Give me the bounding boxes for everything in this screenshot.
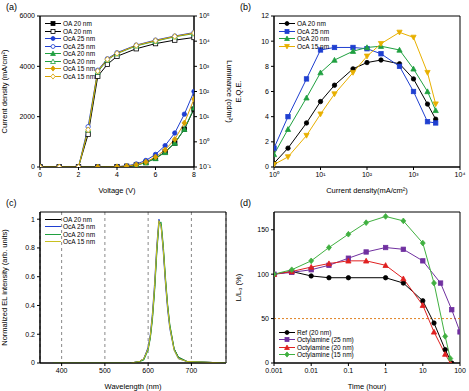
svg-text:0.4: 0.4 [25,301,35,308]
svg-text:Luminance (cd/m²): Luminance (cd/m²) [225,60,234,123]
svg-text:700: 700 [186,366,198,373]
svg-text:400: 400 [56,366,68,373]
svg-text:10²: 10² [362,171,373,178]
svg-text:4: 4 [265,113,269,120]
html-text:OcA 20 nm: OcA 20 nm [63,230,96,238]
svg-text:150: 150 [257,226,269,233]
svg-text:0: 0 [31,163,35,170]
svg-text:4000: 4000 [19,63,35,70]
html-text:OcA 20 nm: OcA 20 nm [297,35,330,42]
svg-text:10⁰: 10⁰ [199,138,210,145]
svg-text:4: 4 [115,171,119,178]
svg-text:Voltage (V): Voltage (V) [98,186,136,195]
html-text:Ref (20 nm): Ref (20 nm) [297,328,332,336]
svg-text:0.8: 0.8 [25,244,35,251]
svg-text:Normalized EL intensity (arb.: Normalized EL intensity (arb. units) [8,228,9,345]
svg-text:1: 1 [31,215,35,222]
svg-text:Time (hour): Time (hour) [348,382,387,391]
svg-text:50: 50 [261,315,269,322]
svg-text:10: 10 [419,366,427,373]
svg-text:500: 500 [99,366,111,373]
svg-text:10⁰: 10⁰ [269,171,280,178]
svg-text:0: 0 [31,359,35,366]
html-text:(b): (b) [240,2,251,12]
svg-text:10³: 10³ [408,171,419,178]
svg-text:Wavelength (nm): Wavelength (nm) [105,382,162,391]
html-text:OcA 25 nm: OcA 25 nm [63,223,96,230]
svg-text:6: 6 [265,88,269,95]
html-text:OcA 25 nm: OcA 25 nm [63,42,96,50]
html-text:Octylamine (25 nm): Octylamine (25 nm) [297,336,354,343]
html-text:OcA 25 nm: OcA 25 nm [297,27,330,35]
svg-text:2: 2 [265,138,269,145]
svg-text:1: 1 [384,366,388,373]
svg-text:600: 600 [142,366,154,373]
svg-text:100: 100 [257,270,269,277]
html-text:OA 20 nm: OA 20 nm [63,27,92,35]
svg-text:10¹: 10¹ [315,171,326,178]
svg-text:10⁵: 10⁵ [199,12,210,19]
html-text:OA 20 nm: OA 20 nm [297,20,326,27]
html-text:OcA 15 nm: OcA 15 nm [63,238,96,245]
svg-text:0: 0 [38,171,42,178]
svg-text:L/L₀ (%): L/L₀ (%) [234,273,243,301]
html-text:OcA 20 nm: OcA 20 nm [63,57,96,65]
svg-text:10³: 10³ [199,63,210,70]
svg-text:Current density (mA/cm²): Current density (mA/cm²) [8,49,9,133]
svg-text:10¹: 10¹ [199,113,210,120]
html-text:OcA 20 nm: OcA 20 nm [63,50,96,57]
svg-text:0.6: 0.6 [25,273,35,280]
svg-text:10⁴: 10⁴ [455,171,461,178]
svg-text:10: 10 [261,38,269,45]
svg-text:8: 8 [192,171,196,178]
html-text:OA 20 nm: OA 20 nm [63,20,92,27]
svg-text:0: 0 [265,359,269,366]
svg-text:10⁻¹: 10⁻¹ [199,163,212,170]
svg-text:6: 6 [154,171,158,178]
html-text:(a): (a) [6,2,17,12]
html-text:(d): (d) [240,197,251,208]
html-text:OcA 15 nm: OcA 15 nm [63,72,96,80]
html-text:OcA 15 nm: OcA 15 nm [63,65,96,72]
svg-text:E.Q.E.: E.Q.E. [234,80,243,102]
svg-text:6000: 6000 [19,12,35,19]
svg-text:10⁴: 10⁴ [199,38,210,45]
html-text:Octylamine (20 nm): Octylamine (20 nm) [297,343,354,351]
html-text:OcA 25 nm: OcA 25 nm [63,35,96,42]
svg-text:0.01: 0.01 [304,366,318,373]
svg-text:12: 12 [261,12,269,19]
svg-text:2: 2 [77,171,81,178]
html-text:Octylamine (15 nm): Octylamine (15 nm) [297,351,354,358]
svg-text:100: 100 [454,366,461,373]
svg-text:0.2: 0.2 [25,330,35,337]
html-text:OcA 15 nm: OcA 15 nm [297,42,330,50]
html-text:OA 20 nm: OA 20 nm [63,215,92,223]
svg-text:8: 8 [265,63,269,70]
html-text:(c): (c) [6,197,17,208]
svg-text:10²: 10² [199,88,210,95]
svg-text:0.1: 0.1 [344,366,354,373]
svg-text:2000: 2000 [19,113,35,120]
svg-text:0: 0 [265,163,269,170]
svg-text:Current density(mA/cm²): Current density(mA/cm²) [326,186,408,195]
svg-text:0.001: 0.001 [265,366,283,373]
